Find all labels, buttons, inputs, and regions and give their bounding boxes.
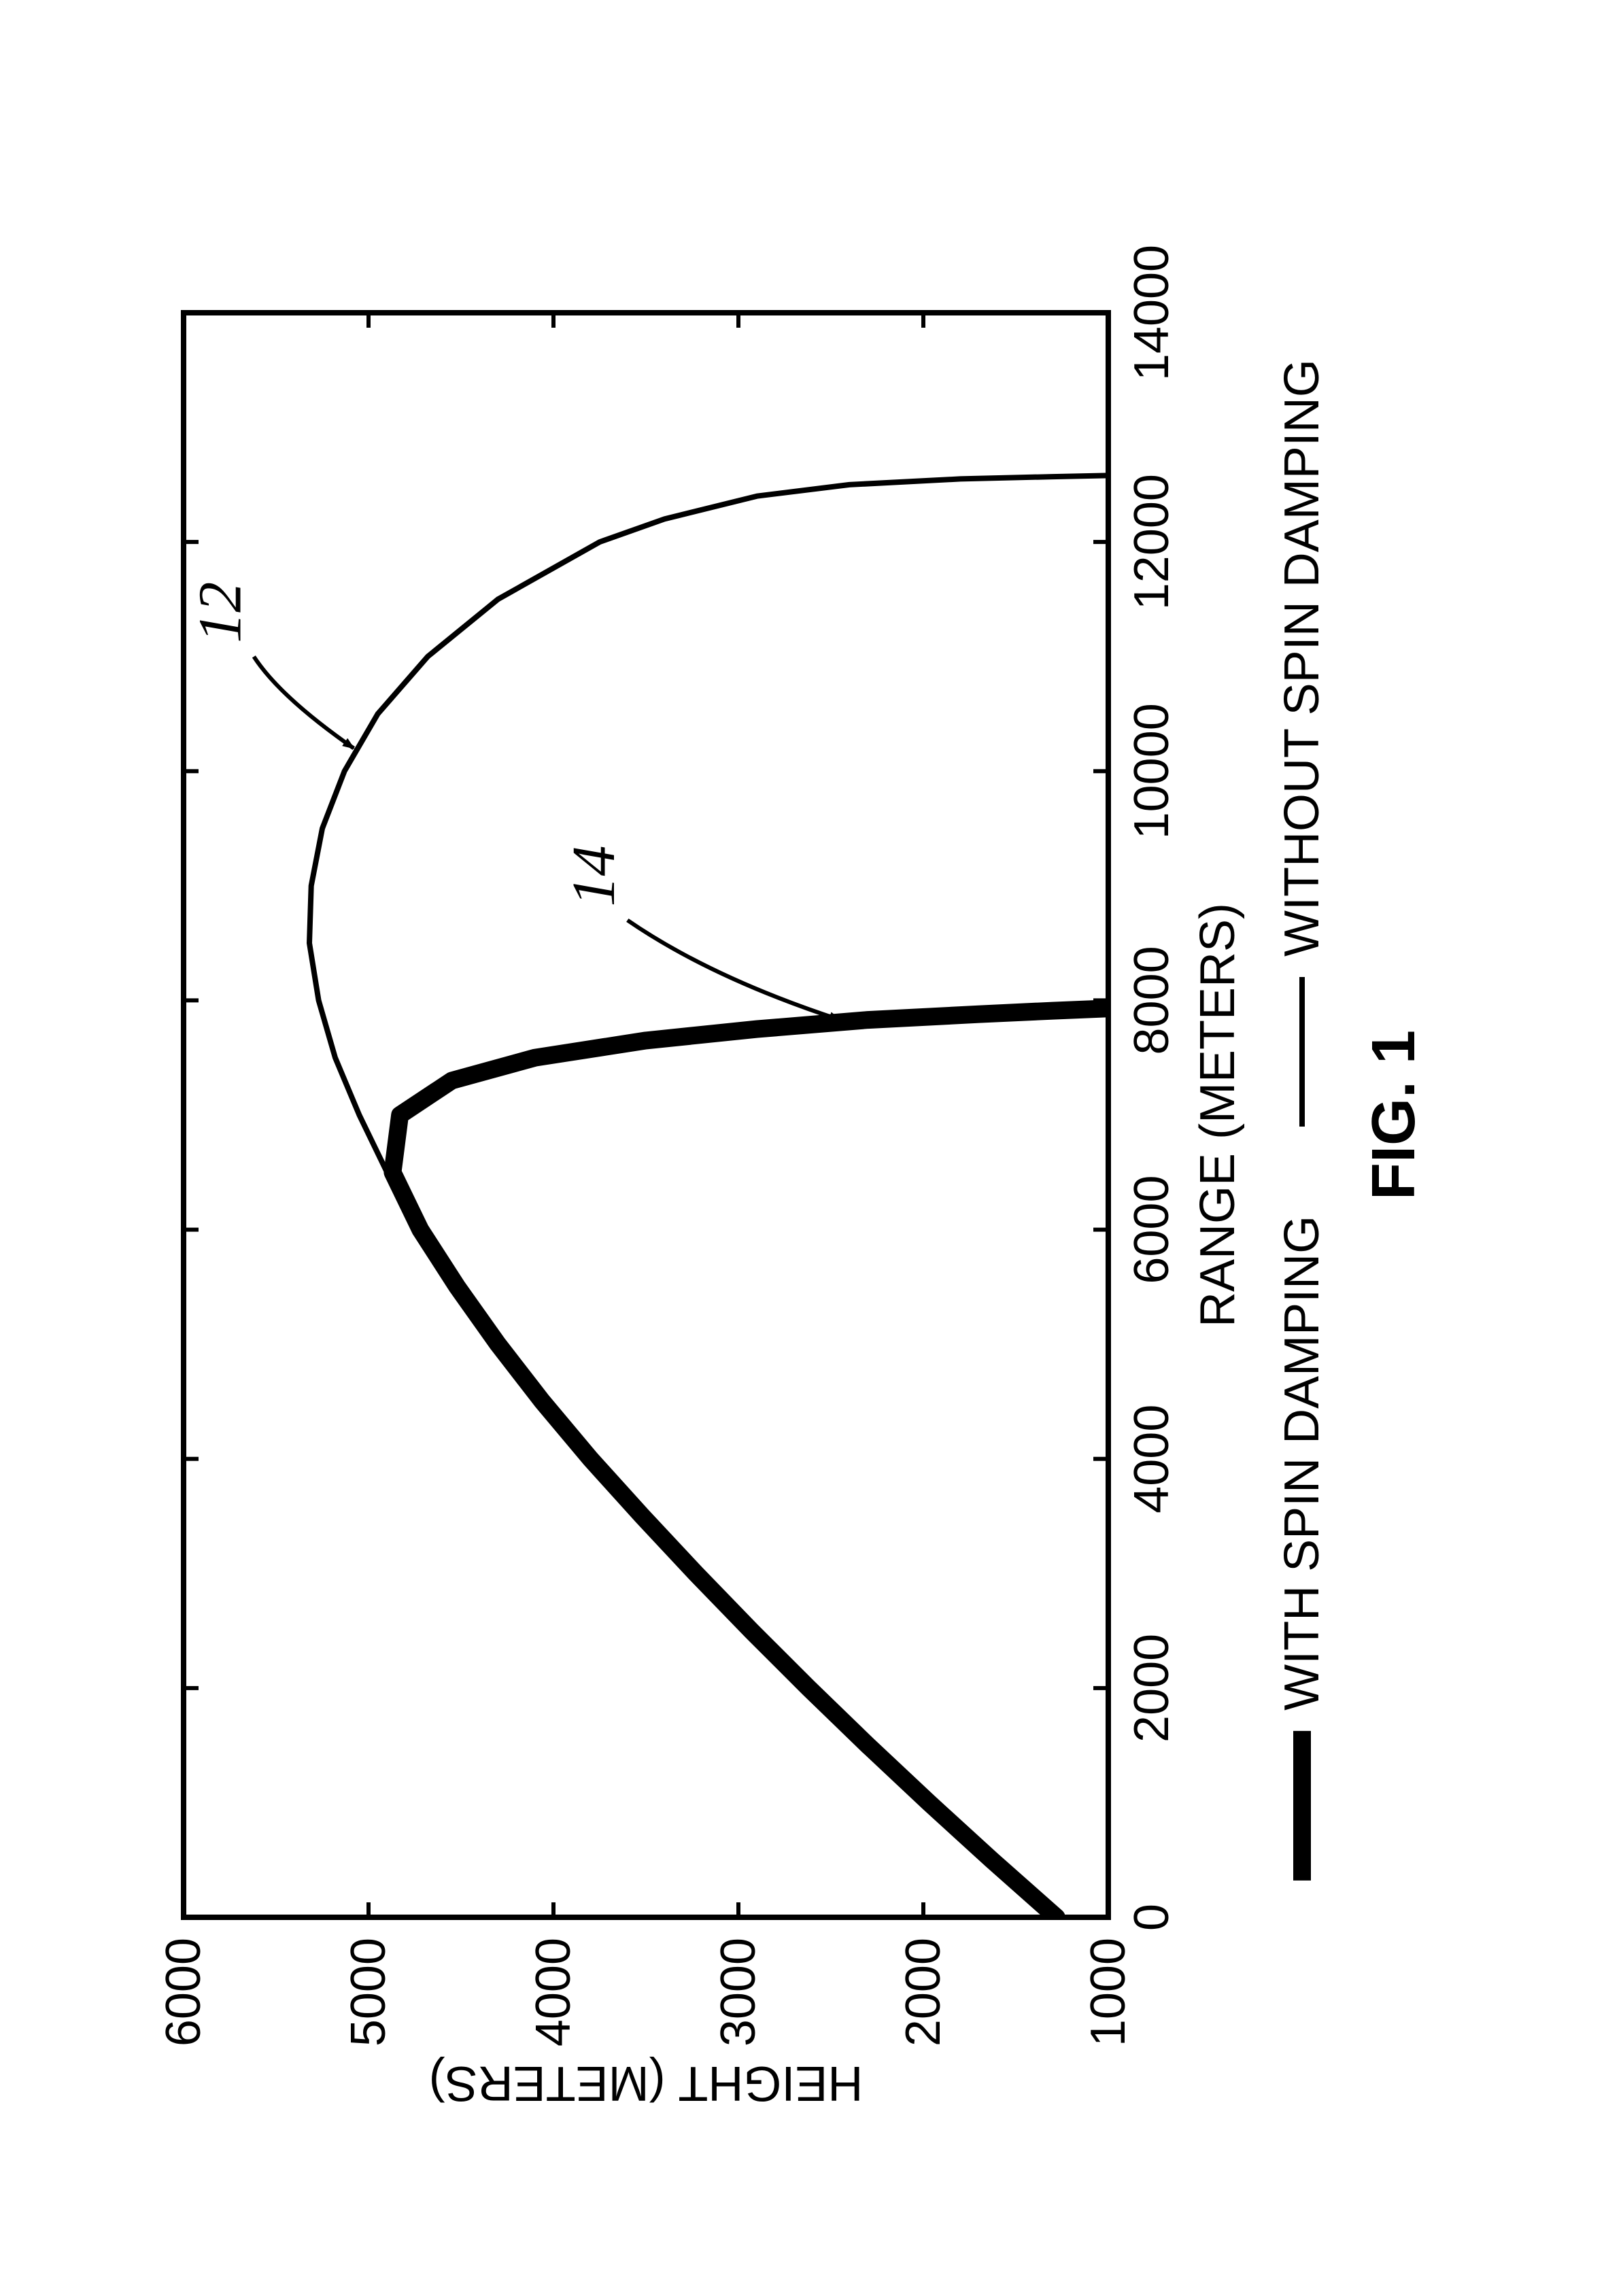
x-tick-label: 8000 xyxy=(1125,946,1179,1055)
x-tick-label: 14000 xyxy=(1125,245,1179,381)
x-tick-label: 4000 xyxy=(1125,1405,1179,1513)
y-tick-label: 1000 xyxy=(1081,1938,1135,2046)
x-tick-label: 0 xyxy=(1125,1904,1179,1931)
x-tick-label: 10000 xyxy=(1125,703,1179,839)
legend-label-with_spin_damping: WITH SPIN DAMPING xyxy=(1275,1216,1329,1711)
y-tick-label: 5000 xyxy=(341,1938,396,2046)
y-tick-label: 3000 xyxy=(711,1938,766,2046)
callout-ref-12: 12 xyxy=(186,582,254,643)
figure-svg: 0 2000 4000 6000 8000 10000 12000 14000 RANGE (M… xyxy=(102,170,1428,2142)
y-tick-label: 4000 xyxy=(526,1938,581,2046)
legend-label-without_spin_damping: WITHOUT SPIN DAMPING xyxy=(1275,359,1329,957)
x-axis-label: RANGE (METERS) xyxy=(1191,903,1245,1327)
y-axis-label: HEIGHT (METERS) xyxy=(429,2056,864,2110)
callout-ref-14: 14 xyxy=(560,845,628,906)
x-tick-label: 2000 xyxy=(1125,1634,1179,1743)
x-tick-label: 6000 xyxy=(1125,1175,1179,1284)
rotated-figure-container: 0 2000 4000 6000 8000 10000 12000 14000 RANGE (M… xyxy=(102,170,1428,2142)
y-tick-label: 2000 xyxy=(896,1938,951,2046)
y-tick-label: 6000 xyxy=(156,1938,211,2046)
figure-caption: FIG. 1 xyxy=(1360,1030,1428,1200)
x-tick-label: 12000 xyxy=(1125,474,1179,610)
